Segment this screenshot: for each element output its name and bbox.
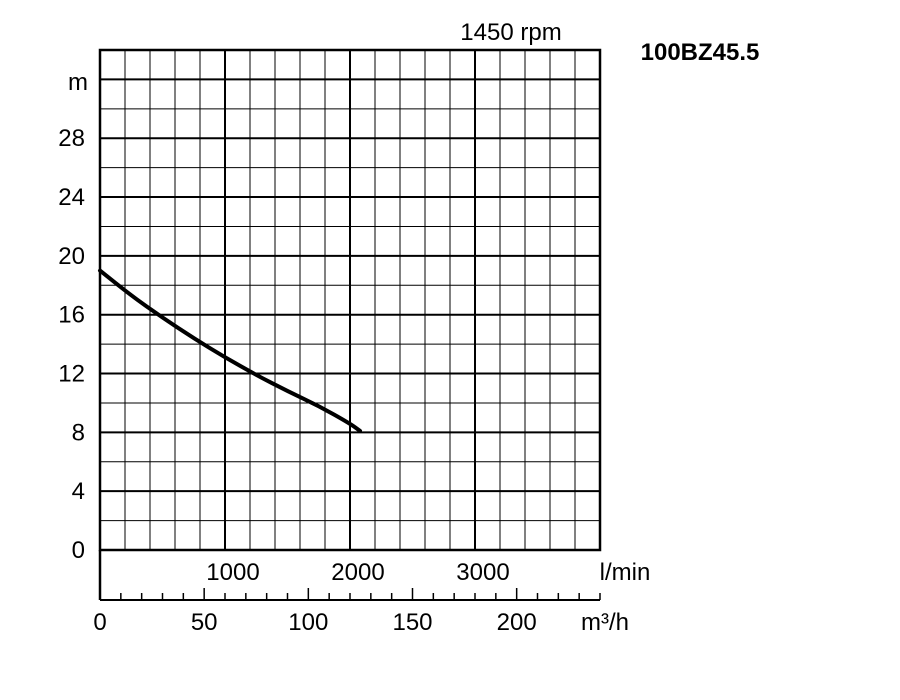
x-secondary-tick-label: 150: [392, 609, 432, 636]
x-primary-tick-label: 1000: [206, 559, 259, 586]
y-tick-label: 8: [72, 419, 85, 446]
y-tick-label: 16: [58, 302, 85, 329]
x-secondary-unit: m³/h: [581, 609, 629, 636]
y-tick-label: 20: [58, 243, 85, 270]
y-tick-label: 0: [72, 537, 85, 564]
grid: [100, 50, 600, 550]
x-primary-tick-label: 3000: [456, 559, 509, 586]
x-primary-unit: l/min: [600, 559, 651, 586]
x-secondary-tick-label: 100: [288, 609, 328, 636]
x-secondary-tick-label: 50: [191, 609, 218, 636]
plot-frame: [98, 48, 602, 552]
x-secondary-tick-label: 0: [93, 609, 106, 636]
axes: [98, 48, 602, 601]
labels: 0 4 8 12 16 20 24 28 1000 2000 3000 0 50 100 150 200: [58, 125, 536, 636]
speed-label: 1450 rpm: [460, 19, 561, 46]
chart-title: 100BZ45.5: [641, 39, 760, 66]
head-curve-line: [98, 268, 362, 433]
curve-layer: [98, 268, 362, 433]
y-axis-unit: m: [68, 69, 88, 96]
y-tick-label: 4: [72, 478, 85, 505]
y-tick-label: 24: [58, 184, 85, 211]
x-secondary-tick-label: 200: [497, 609, 537, 636]
x-primary-tick-label: 2000: [331, 559, 384, 586]
y-tick-label: 28: [58, 125, 85, 152]
y-tick-label: 12: [58, 361, 85, 388]
